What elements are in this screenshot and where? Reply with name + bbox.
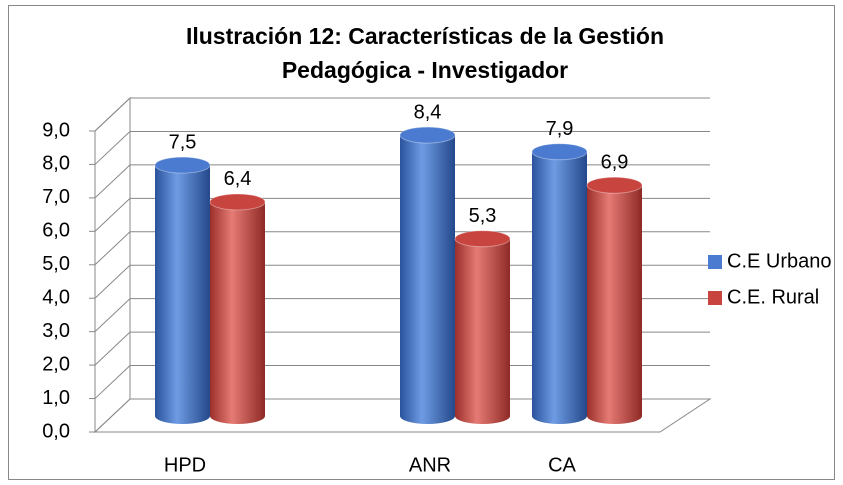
bar-cap: [454, 230, 511, 248]
grid-line: [94, 298, 710, 333]
grid-line: [94, 264, 710, 299]
grid-line: [94, 164, 710, 199]
y-tick-label: 0,0: [42, 420, 70, 442]
bar: [531, 151, 587, 425]
grid-line: [94, 231, 710, 266]
bar-cap: [209, 193, 266, 211]
legend-label: C.E. Rural: [727, 286, 819, 308]
grid-line: [94, 331, 710, 366]
bar-cap: [531, 143, 588, 161]
legend-swatch: [708, 255, 722, 269]
grid-line: [94, 365, 710, 399]
x-tick-label: CA: [548, 454, 576, 476]
bar: [155, 165, 210, 424]
grid-line: [94, 197, 710, 232]
x-tick-label: ANR: [409, 454, 451, 476]
bar-cap: [154, 156, 211, 174]
x-tick-label: HPD: [164, 454, 206, 476]
bar-cap: [399, 126, 456, 144]
y-tick-label: 1,0: [42, 387, 70, 409]
value-label: 8,4: [414, 101, 442, 123]
value-label: 7,5: [169, 131, 197, 153]
y-tick-label: 2,0: [42, 353, 70, 375]
chart-title: Ilustración 12: Características de la Ge…: [186, 23, 664, 49]
y-tick-label: 9,0: [42, 119, 70, 141]
y-tick-label: 6,0: [42, 220, 70, 242]
legend-swatch: [708, 291, 722, 305]
y-tick-label: 3,0: [42, 320, 70, 342]
bar: [455, 238, 510, 424]
bar: [587, 185, 642, 424]
legend-label: C.E Urbano: [727, 250, 832, 272]
value-label: 7,9: [546, 118, 574, 140]
grid-line: [94, 130, 710, 165]
grid-line: [94, 97, 710, 132]
value-label: 6,9: [601, 152, 629, 174]
bar: [400, 135, 455, 425]
grid-line: [94, 398, 710, 433]
chart-title: Pedagógica - Investigador: [282, 57, 568, 83]
y-tick-label: 7,0: [42, 186, 70, 208]
bar-cap: [586, 176, 643, 194]
y-tick-label: 8,0: [42, 153, 70, 175]
value-label: 6,4: [224, 168, 252, 190]
value-label: 5,3: [469, 205, 497, 227]
y-tick-label: 4,0: [42, 287, 70, 309]
y-tick-label: 5,0: [42, 253, 70, 275]
bar: [210, 201, 265, 424]
